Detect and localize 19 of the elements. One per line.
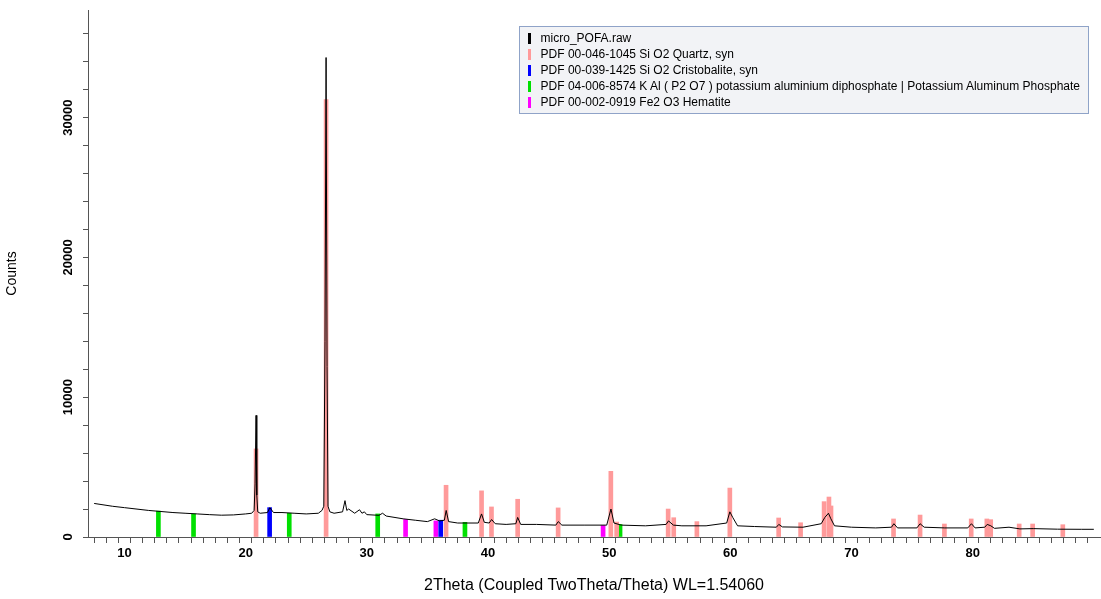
x-tick-label: 80: [965, 545, 980, 561]
y-tick-label: 10000: [59, 379, 75, 416]
legend-label: PDF 00-039-1425 Si O2 Cristobalite, syn: [540, 63, 759, 77]
y-tick-label: 20000: [59, 239, 75, 276]
y-axis-title: Counts: [3, 251, 20, 296]
x-tick-label: 30: [359, 545, 375, 561]
legend-label: PDF 04-006-8574 K Al ( P2 O7 ) potassium aluminium diphosphate | Potassium Aluminum Phosphate: [540, 79, 1080, 93]
x-axis-title: 2Theta (Coupled TwoTheta/Theta) WL=1.54060: [424, 575, 765, 593]
x-tick-label: 20: [238, 545, 253, 561]
legend-label: PDF 00-002-0919 Fe2 O3 Hematite: [540, 95, 731, 109]
x-tick-label: 70: [844, 545, 859, 561]
x-tick-label: 40: [480, 545, 496, 561]
x-tick-label: 50: [601, 545, 617, 561]
x-tick-label: 60: [723, 545, 738, 561]
legend-label: micro_POFA.raw: [540, 31, 632, 45]
legend-label: PDF 00-046-1045 Si O2 Quartz, syn: [540, 47, 735, 61]
y-tick-label: 30000: [59, 99, 75, 136]
x-tick-label: 10: [117, 545, 132, 561]
y-tick-label: 0: [59, 533, 75, 541]
